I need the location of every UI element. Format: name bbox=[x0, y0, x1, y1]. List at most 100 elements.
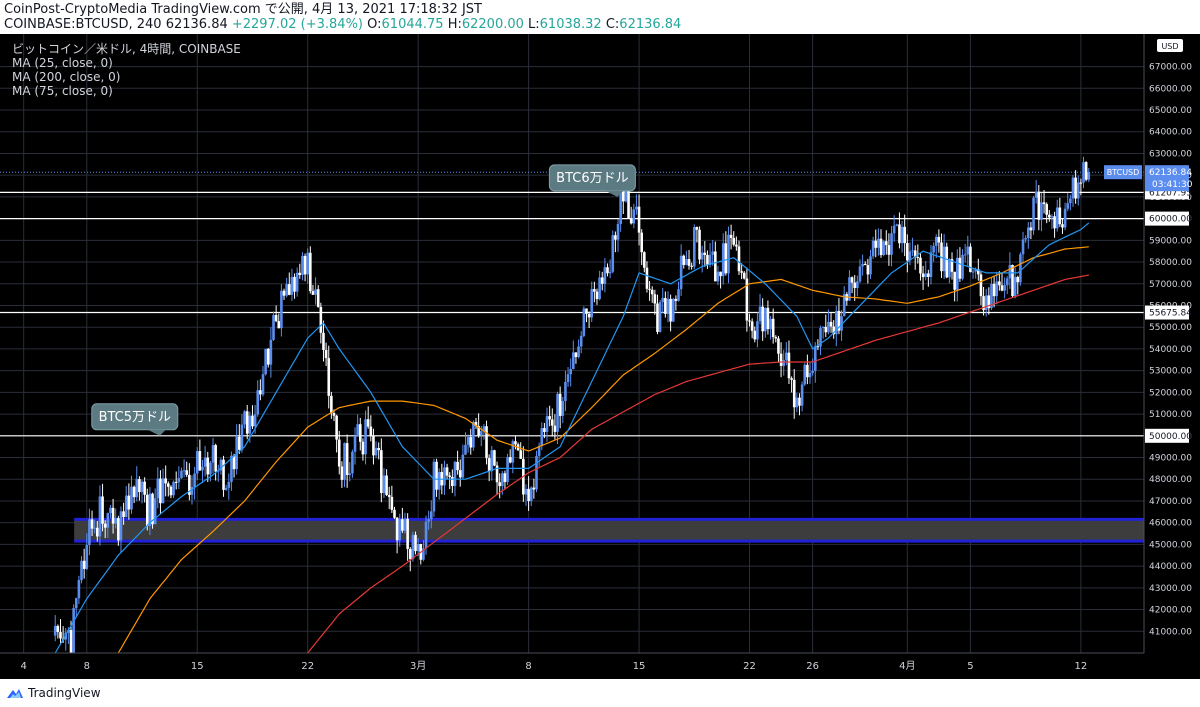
candle-body bbox=[750, 321, 754, 331]
candle-body bbox=[535, 455, 538, 490]
candle-body bbox=[153, 498, 157, 525]
candle bbox=[232, 453, 236, 478]
candle-body bbox=[519, 450, 523, 459]
candle-body bbox=[848, 277, 851, 301]
candle-body bbox=[56, 625, 60, 632]
candle-body bbox=[109, 507, 112, 514]
candle-body bbox=[884, 241, 888, 246]
price-tick-label: 43000.00 bbox=[1149, 584, 1192, 594]
level-price-text: 60000.00 bbox=[1149, 215, 1192, 225]
candle bbox=[821, 326, 825, 339]
candle bbox=[474, 417, 478, 429]
candle bbox=[1058, 197, 1062, 227]
candle-body bbox=[795, 397, 799, 408]
candle bbox=[903, 214, 906, 257]
high-label: H: bbox=[447, 17, 462, 32]
candle bbox=[143, 477, 146, 503]
candle-body bbox=[656, 303, 659, 332]
candle-body bbox=[337, 439, 341, 467]
candle bbox=[829, 313, 833, 333]
candle bbox=[656, 294, 659, 335]
candle-body bbox=[545, 416, 549, 432]
candle-body bbox=[700, 252, 704, 260]
candle-body bbox=[264, 348, 267, 375]
candle bbox=[840, 310, 843, 341]
candle bbox=[456, 450, 459, 475]
candle bbox=[579, 331, 583, 354]
candle-body bbox=[1019, 254, 1022, 283]
candle-body bbox=[687, 259, 691, 266]
candle-body bbox=[74, 598, 78, 609]
footer-bar: TradingView bbox=[0, 679, 1200, 707]
candle-body bbox=[529, 487, 533, 502]
candle-body bbox=[982, 296, 985, 311]
candle-body bbox=[945, 246, 949, 278]
candle bbox=[361, 438, 365, 461]
candle-body bbox=[714, 251, 717, 282]
candle bbox=[674, 295, 678, 311]
candle-body bbox=[151, 493, 154, 525]
candle bbox=[503, 470, 507, 490]
candle bbox=[958, 247, 962, 282]
candle-body bbox=[679, 255, 683, 290]
candle-body bbox=[1029, 227, 1033, 231]
candle bbox=[224, 484, 228, 491]
ma25-line bbox=[54, 222, 1090, 654]
candle-body bbox=[1005, 278, 1009, 286]
candle-body bbox=[806, 364, 809, 378]
candle-body bbox=[832, 326, 835, 335]
candle-body bbox=[251, 415, 254, 427]
candle-body bbox=[393, 509, 396, 518]
candle bbox=[877, 228, 880, 256]
candle-body bbox=[145, 494, 149, 527]
candle bbox=[385, 469, 388, 497]
candle bbox=[732, 231, 736, 247]
candle-body bbox=[900, 226, 904, 244]
candle bbox=[1076, 175, 1080, 206]
candle bbox=[532, 478, 536, 499]
candle bbox=[201, 459, 204, 484]
candle-body bbox=[908, 251, 912, 261]
change-value: +2297.02 (+3.84%) bbox=[231, 17, 363, 32]
candle-body bbox=[761, 306, 764, 332]
candle bbox=[813, 342, 817, 383]
candle-body bbox=[364, 419, 367, 455]
candle bbox=[724, 231, 728, 276]
candle bbox=[677, 281, 680, 302]
candle bbox=[995, 271, 999, 305]
candle-body bbox=[748, 320, 751, 322]
price-chart[interactable]: BTC5万ドルBTC6万ドル41000.0042000.0043000.0044… bbox=[0, 34, 1200, 679]
candle-body bbox=[1042, 202, 1046, 205]
candle bbox=[658, 299, 662, 333]
candle bbox=[769, 315, 772, 340]
candle bbox=[777, 335, 780, 363]
candle-body bbox=[309, 252, 312, 292]
tradingview-logo-icon[interactable] bbox=[6, 686, 24, 700]
candle-body bbox=[1066, 203, 1070, 209]
candle bbox=[282, 288, 286, 300]
candle-body bbox=[1082, 162, 1085, 183]
candle bbox=[645, 261, 649, 293]
price-tick-label: 67000.00 bbox=[1149, 63, 1192, 73]
candle bbox=[908, 242, 912, 266]
level-price-label: 55675.84 bbox=[1145, 305, 1192, 320]
brand-label[interactable]: TradingView bbox=[28, 686, 101, 700]
level-price-bg bbox=[1145, 428, 1189, 443]
candle-body bbox=[635, 206, 638, 210]
price-tick-label: 55000.00 bbox=[1149, 323, 1192, 333]
candle-body bbox=[238, 436, 241, 450]
candle bbox=[848, 270, 851, 301]
candle-body bbox=[1063, 208, 1067, 228]
candle bbox=[666, 291, 670, 323]
candle bbox=[766, 300, 770, 335]
candle-body bbox=[437, 472, 441, 490]
candle bbox=[448, 472, 452, 490]
candle bbox=[106, 512, 110, 538]
candle-body bbox=[882, 241, 885, 256]
candle-body bbox=[193, 473, 196, 488]
candle bbox=[298, 263, 302, 279]
candle bbox=[884, 230, 888, 255]
candle-body bbox=[482, 426, 486, 432]
candle-body bbox=[619, 190, 622, 224]
candle-body bbox=[387, 495, 391, 497]
